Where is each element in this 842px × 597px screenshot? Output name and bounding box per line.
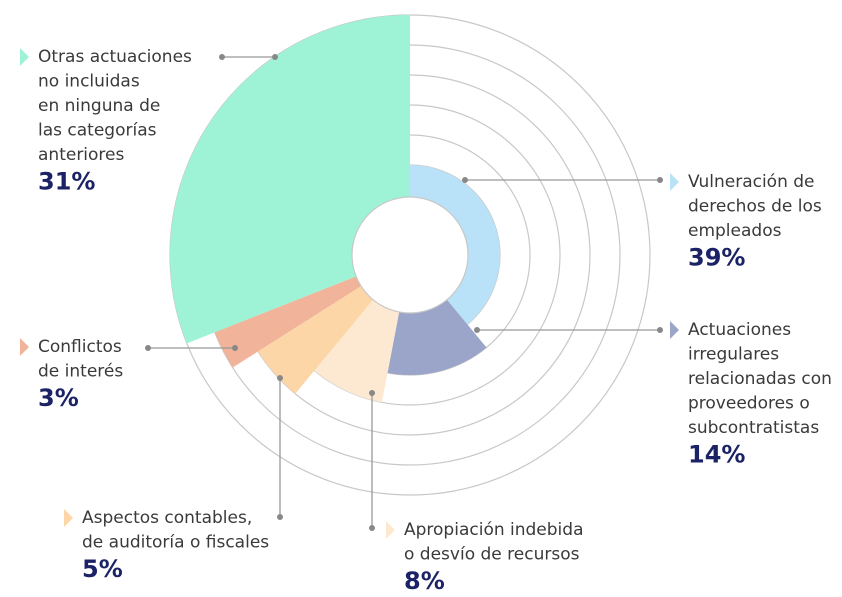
sector (387, 299, 487, 375)
connector-dot (369, 390, 375, 396)
label-line: Conflictos (38, 337, 122, 357)
legend-marker (20, 48, 29, 66)
label-line: empleados (688, 221, 782, 241)
label-line: Aspectos contables, (82, 508, 252, 528)
connector-dot (277, 375, 283, 381)
label-line: Apropiación indebida (404, 520, 584, 540)
label-line: no incluidas (38, 72, 140, 92)
value-label: 3% (38, 384, 79, 412)
value-label: 8% (404, 567, 445, 595)
label-line: irregulares (688, 345, 779, 365)
sector (214, 276, 362, 368)
connector-dot (272, 54, 278, 60)
connector-dot (277, 514, 283, 520)
connector-dot (657, 327, 663, 333)
legend-marker (670, 173, 679, 191)
label-line: de auditoría o fiscales (82, 533, 269, 553)
value-label: 31% (38, 168, 95, 196)
value-label: 39% (688, 244, 745, 272)
legend-marker (386, 521, 395, 539)
connector-dot (145, 345, 151, 351)
label-line: proveedores o (688, 394, 810, 414)
label-line: o desvío de recursos (404, 545, 580, 565)
label-line: Actuaciones (688, 320, 791, 340)
legend-marker (64, 509, 73, 527)
sector (169, 15, 410, 344)
label-line: las categorías (38, 121, 157, 141)
connector-dot (462, 177, 468, 183)
value-label: 14% (688, 441, 745, 469)
legend-marker (20, 338, 29, 356)
connector-dot (219, 54, 225, 60)
sector (410, 165, 500, 325)
sector (258, 286, 374, 394)
label-line: anteriores (38, 145, 125, 165)
label-line: Vulneración de (688, 172, 815, 192)
connector-dot (474, 327, 480, 333)
legend-marker (670, 321, 679, 339)
label-line: de interés (38, 362, 123, 382)
label-line: Otras actuaciones (38, 47, 192, 67)
connector-dot (232, 345, 238, 351)
label-line: relacionadas con (688, 369, 832, 389)
label-line: subcontratistas (688, 418, 819, 438)
value-label: 5% (82, 555, 123, 583)
label-line: derechos de los (688, 197, 822, 217)
connector-dot (657, 177, 663, 183)
inner-hole (351, 196, 469, 314)
sector (314, 299, 400, 403)
connector-dot (369, 525, 375, 531)
label-line: en ninguna de (38, 96, 160, 116)
